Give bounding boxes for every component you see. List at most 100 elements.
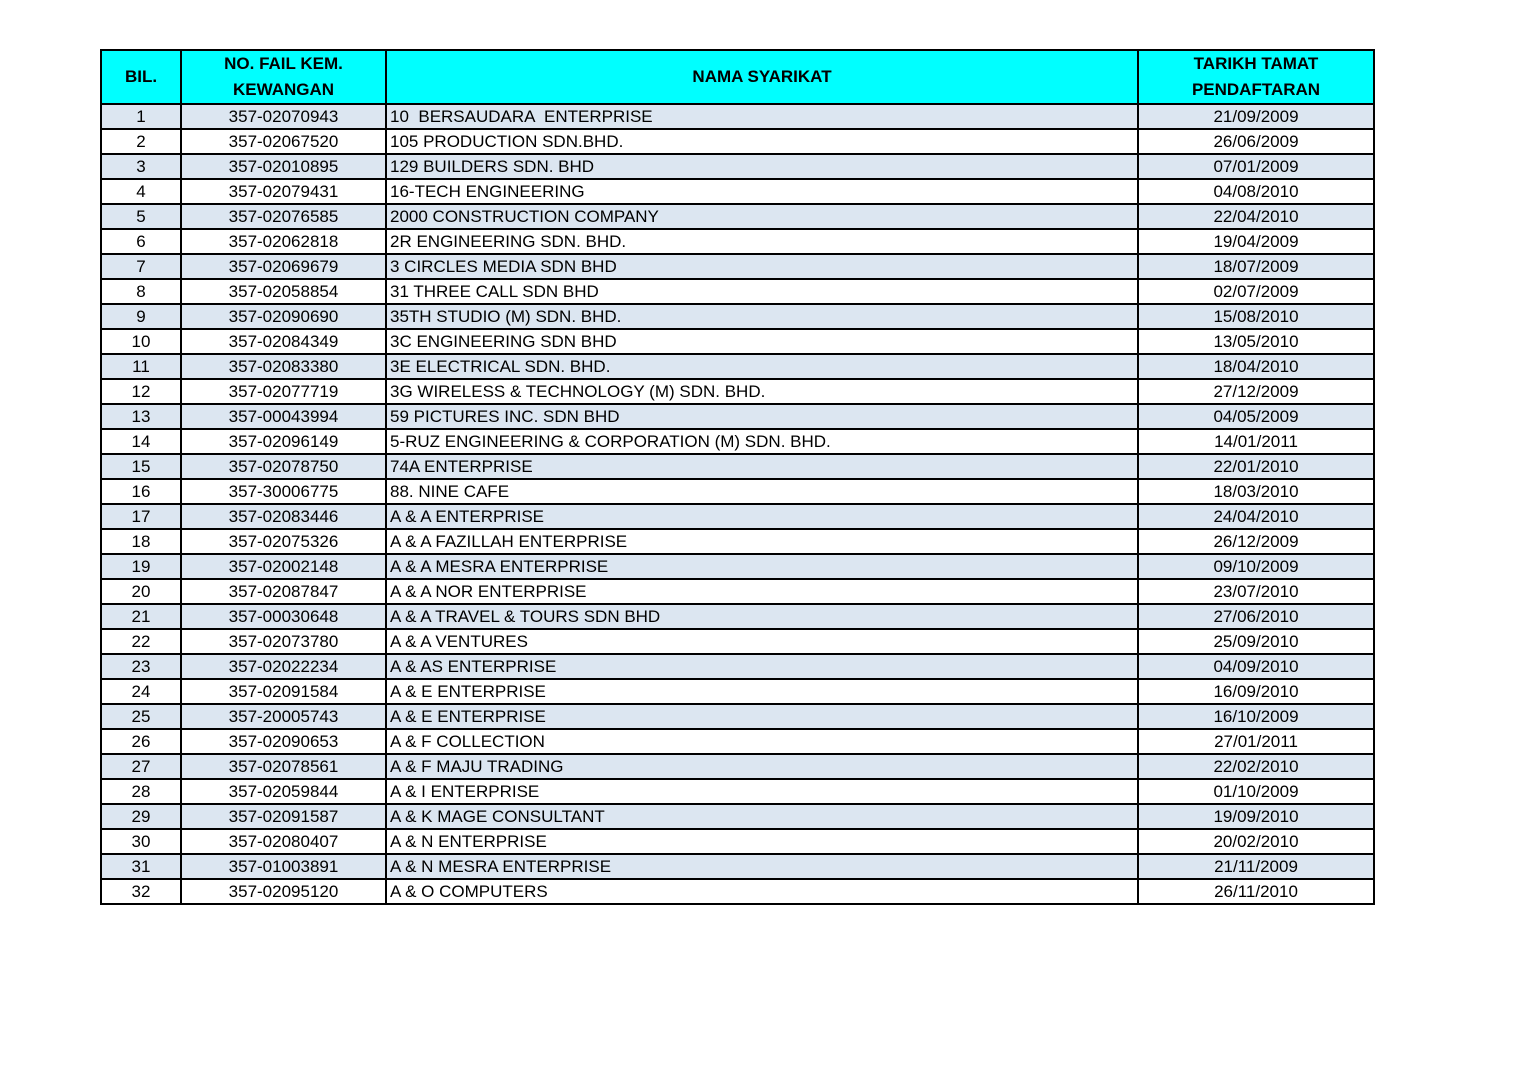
table-cell: 21/11/2009	[1137, 853, 1375, 880]
table-cell: 357-00043994	[180, 403, 387, 430]
table-cell: 357-02080407	[180, 828, 387, 855]
table-cell: 357-02084349	[180, 328, 387, 355]
table-cell: 8	[100, 278, 182, 305]
company-table: BIL. NO. FAIL KEM. KEWANGAN NAMA SYARIKAT T…	[100, 49, 1375, 905]
table-cell: 12	[100, 378, 182, 405]
table-row: 6 357-02062818 2R ENGINEERING SDN. BHD. 19/…	[100, 228, 1375, 255]
table-row: 9 357-02090690 35TH STUDIO (M) SDN. BHD. 15…	[100, 303, 1375, 330]
table-cell: 129 BUILDERS SDN. BHD	[385, 153, 1139, 180]
table-cell: 3G WIRELESS & TECHNOLOGY (M) SDN. BHD.	[385, 378, 1139, 405]
table-cell: 357-02079431	[180, 178, 387, 205]
table-cell: 24	[100, 678, 182, 705]
table-cell: 20	[100, 578, 182, 605]
table-cell: 31	[100, 853, 182, 880]
table-cell: 04/08/2010	[1137, 178, 1375, 205]
table-cell: 1	[100, 103, 182, 130]
header-cell: TARIKH TAMAT PENDAFTARAN	[1137, 49, 1375, 105]
table-cell: 59 PICTURES INC. SDN BHD	[385, 403, 1139, 430]
table-cell: 3 CIRCLES MEDIA SDN BHD	[385, 253, 1139, 280]
table-cell: 357-02077719	[180, 378, 387, 405]
table-row: 20 357-02087847 A & A NOR ENTERPRISE 23/07/…	[100, 578, 1375, 605]
table-cell: 357-02058854	[180, 278, 387, 305]
table-cell: A & AS ENTERPRISE	[385, 653, 1139, 680]
table-row: 23 357-02022234 A & AS ENTERPRISE 04/09/201…	[100, 653, 1375, 680]
table-cell: 3E ELECTRICAL SDN. BHD.	[385, 353, 1139, 380]
table-cell: 27/12/2009	[1137, 378, 1375, 405]
table-cell: 4	[100, 178, 182, 205]
table-cell: A & E ENTERPRISE	[385, 678, 1139, 705]
table-cell: A & A MESRA ENTERPRISE	[385, 553, 1139, 580]
table-row: 1 357-02070943 10 BERSAUDARA ENTERPRISE 21/…	[100, 103, 1375, 130]
table-row: 19 357-02002148 A & A MESRA ENTERPRISE 09/1…	[100, 553, 1375, 580]
table-cell: 105 PRODUCTION SDN.BHD.	[385, 128, 1139, 155]
table-cell: 6	[100, 228, 182, 255]
table-cell: 15/08/2010	[1137, 303, 1375, 330]
table-row: 18 357-02075326 A & A FAZILLAH ENTERPRISE 2…	[100, 528, 1375, 555]
table-cell: 27	[100, 753, 182, 780]
table-cell: 5-RUZ ENGINEERING & CORPORATION (M) SDN.…	[385, 428, 1139, 455]
table-row: 10 357-02084349 3C ENGINEERING SDN BHD 13/0…	[100, 328, 1375, 355]
table-cell: 357-02062818	[180, 228, 387, 255]
table-cell: A & F COLLECTION	[385, 728, 1139, 755]
table-cell: 14	[100, 428, 182, 455]
table-cell: 357-02090690	[180, 303, 387, 330]
table-row: 16 357-30006775 88. NINE CAFE 18/03/2010	[100, 478, 1375, 505]
table-cell: 357-20005743	[180, 703, 387, 730]
table-cell: 357-02078750	[180, 453, 387, 480]
table-cell: 19/09/2010	[1137, 803, 1375, 830]
table-cell: 357-02091584	[180, 678, 387, 705]
table-cell: 18/03/2010	[1137, 478, 1375, 505]
table-cell: 27/06/2010	[1137, 603, 1375, 630]
table-cell: 30	[100, 828, 182, 855]
table-cell: 357-02073780	[180, 628, 387, 655]
table-row: 2 357-02067520 105 PRODUCTION SDN.BHD. 26/0…	[100, 128, 1375, 155]
table-cell: 18/07/2009	[1137, 253, 1375, 280]
table-cell: 16/10/2009	[1137, 703, 1375, 730]
table-cell: 28	[100, 778, 182, 805]
table-cell: 3C ENGINEERING SDN BHD	[385, 328, 1139, 355]
table-cell: A & A TRAVEL & TOURS SDN BHD	[385, 603, 1139, 630]
table-cell: 07/01/2009	[1137, 153, 1375, 180]
table-cell: 357-02002148	[180, 553, 387, 580]
table-cell: 01/10/2009	[1137, 778, 1375, 805]
table-row: 30 357-02080407 A & N ENTERPRISE 20/02/2010	[100, 828, 1375, 855]
table-row: 31 357-01003891 A & N MESRA ENTERPRISE 21/1…	[100, 853, 1375, 880]
header-row: BIL. NO. FAIL KEM. KEWANGAN NAMA SYARIKAT T…	[100, 49, 1375, 105]
table-cell: 357-02078561	[180, 753, 387, 780]
table-cell: 16-TECH ENGINEERING	[385, 178, 1139, 205]
table-cell: 357-02087847	[180, 578, 387, 605]
table-cell: 357-30006775	[180, 478, 387, 505]
table-cell: 357-02095120	[180, 878, 387, 905]
table-cell: 26/12/2009	[1137, 528, 1375, 555]
table-cell: 24/04/2010	[1137, 503, 1375, 530]
table-cell: A & N ENTERPRISE	[385, 828, 1139, 855]
table-row: 11 357-02083380 3E ELECTRICAL SDN. BHD. 18/…	[100, 353, 1375, 380]
table-cell: 357-02075326	[180, 528, 387, 555]
table-row: 5 357-02076585 2000 CONSTRUCTION COMPANY 22…	[100, 203, 1375, 230]
table-cell: 357-02010895	[180, 153, 387, 180]
table-cell: 27/01/2011	[1137, 728, 1375, 755]
table-cell: 02/07/2009	[1137, 278, 1375, 305]
table-cell: 22/04/2010	[1137, 203, 1375, 230]
table-cell: A & I ENTERPRISE	[385, 778, 1139, 805]
table-cell: 29	[100, 803, 182, 830]
table-cell: A & A FAZILLAH ENTERPRISE	[385, 528, 1139, 555]
table-cell: 357-02069679	[180, 253, 387, 280]
table-cell: 22/01/2010	[1137, 453, 1375, 480]
table-cell: 17	[100, 503, 182, 530]
table-body: 1 357-02070943 10 BERSAUDARA ENTERPRISE 21/…	[100, 103, 1375, 905]
table-row: 29 357-02091587 A & K MAGE CONSULTANT 19/09…	[100, 803, 1375, 830]
table-cell: 22/02/2010	[1137, 753, 1375, 780]
table-cell: 357-02067520	[180, 128, 387, 155]
table-row: 7 357-02069679 3 CIRCLES MEDIA SDN BHD 18/0…	[100, 253, 1375, 280]
table-row: 14 357-02096149 5-RUZ ENGINEERING & CORPOR…	[100, 428, 1375, 455]
table-row: 26 357-02090653 A & F COLLECTION 27/01/2011	[100, 728, 1375, 755]
table-cell: 357-02076585	[180, 203, 387, 230]
table-row: 32 357-02095120 A & O COMPUTERS 26/11/2010	[100, 878, 1375, 905]
table-cell: A & F MAJU TRADING	[385, 753, 1139, 780]
table-cell: 3	[100, 153, 182, 180]
table-cell: 357-02059844	[180, 778, 387, 805]
table-cell: 21/09/2009	[1137, 103, 1375, 130]
table-cell: 26	[100, 728, 182, 755]
table-cell: A & A VENTURES	[385, 628, 1139, 655]
